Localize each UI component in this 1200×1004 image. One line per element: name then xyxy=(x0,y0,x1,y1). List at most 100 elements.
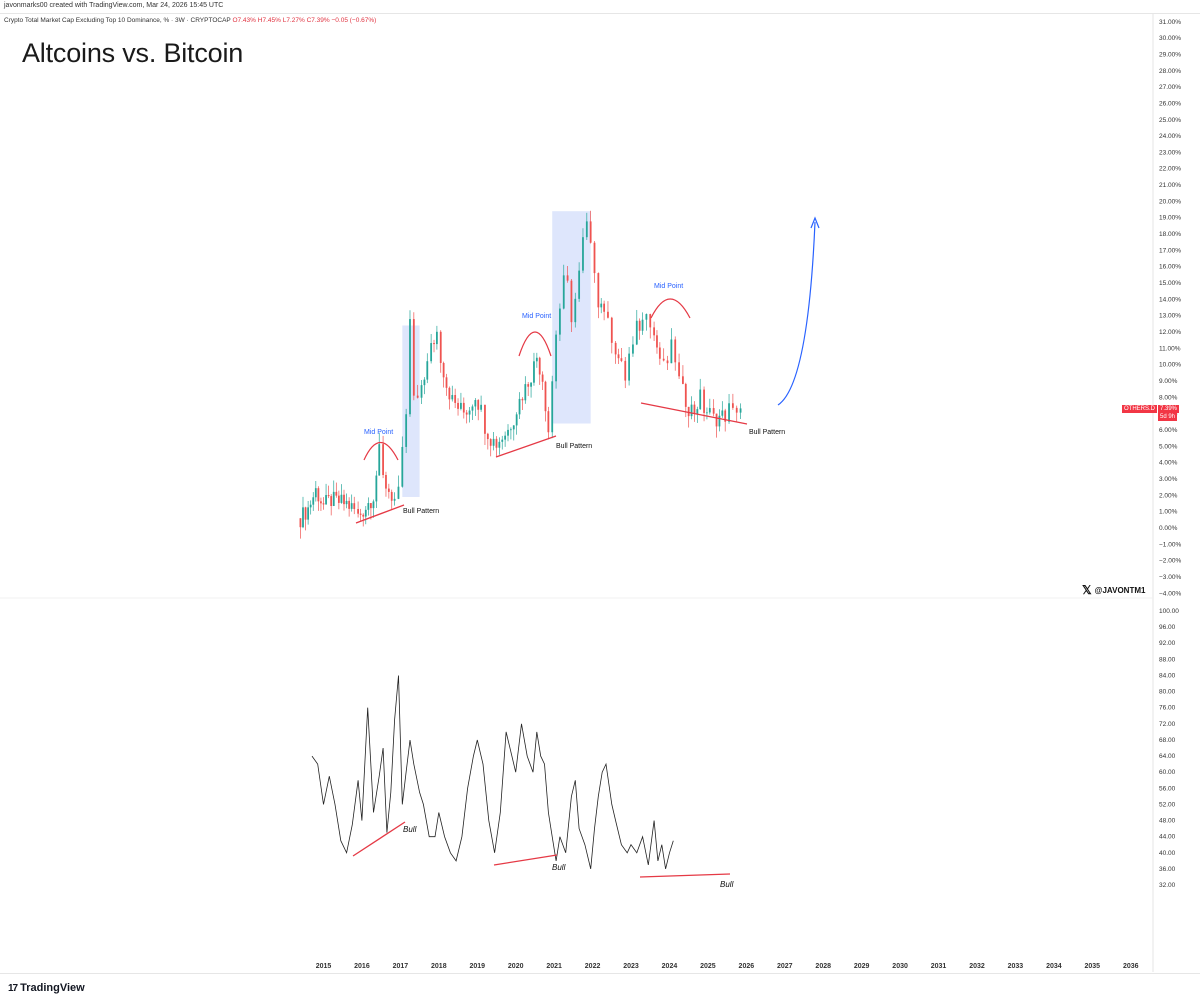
x-tick-label: 2029 xyxy=(854,963,870,970)
symbol-name[interactable]: Crypto Total Market Cap Excluding Top 10… xyxy=(4,17,231,24)
candle-body xyxy=(614,342,617,355)
candle-body xyxy=(332,491,335,507)
candle-body xyxy=(656,335,658,348)
candle-body xyxy=(566,275,569,281)
candle-body xyxy=(480,404,483,410)
candle-body xyxy=(498,441,501,448)
candle-body xyxy=(578,270,581,299)
bull-pattern-label: Bull Pattern xyxy=(556,443,592,450)
x-tick-label: 2023 xyxy=(623,963,639,970)
osc-y-tick-label: 80.00 xyxy=(1159,689,1176,696)
y-tick-label: 3.00% xyxy=(1159,476,1178,483)
x-tick-label: 2025 xyxy=(700,963,716,970)
osc-y-tick-label: 72.00 xyxy=(1159,721,1176,728)
candle-body xyxy=(335,491,338,496)
x-tick-label: 2024 xyxy=(662,963,678,970)
candle-body xyxy=(471,406,474,411)
y-tick-label: 4.00% xyxy=(1159,460,1178,467)
bull-label: Bull xyxy=(552,863,566,872)
y-tick-label: 18.00% xyxy=(1159,231,1181,238)
y-tick-label: 31.00% xyxy=(1159,19,1181,26)
candle-body xyxy=(420,385,423,398)
x-tick-label: 2031 xyxy=(931,963,947,970)
candle-body xyxy=(390,491,393,501)
candle-body xyxy=(468,410,471,415)
candle-body xyxy=(641,319,644,331)
candle-body xyxy=(535,357,538,362)
candle-body xyxy=(684,383,687,407)
y-tick-label: 28.00% xyxy=(1159,68,1181,75)
candle-body xyxy=(507,429,509,436)
candle-body xyxy=(607,311,609,318)
y-tick-label: 9.00% xyxy=(1159,378,1178,385)
candle-body xyxy=(739,408,742,413)
x-tick-label: 2019 xyxy=(469,963,485,970)
x-tick-label: 2021 xyxy=(546,963,562,970)
candle-body xyxy=(322,503,325,505)
osc-y-tick-label: 60.00 xyxy=(1159,769,1176,776)
x-tick-label: 2035 xyxy=(1085,963,1101,970)
bull-pattern-line xyxy=(640,402,748,425)
candle-body xyxy=(617,354,620,359)
y-tick-label: 25.00% xyxy=(1159,117,1181,124)
candle-body xyxy=(330,496,333,507)
x-tick-label: 2015 xyxy=(316,963,332,970)
candle-body xyxy=(302,507,304,528)
candle-body xyxy=(521,398,524,401)
bull-label: Bull xyxy=(403,825,417,834)
candle-body xyxy=(492,438,495,446)
ohlc-close: C7.39% xyxy=(306,17,330,24)
candle-body xyxy=(632,344,634,354)
candle-body xyxy=(551,381,554,433)
candle-body xyxy=(307,507,310,520)
x-tick-label: 2018 xyxy=(431,963,447,970)
candle-body xyxy=(348,500,351,509)
mid-point-arc xyxy=(518,331,552,357)
candle-body xyxy=(462,402,465,413)
osc-y-tick-label: 76.00 xyxy=(1159,705,1176,712)
chart-title: Altcoins vs. Bitcoin xyxy=(22,38,244,68)
ohlc-high: H7.45% xyxy=(257,17,281,24)
candle-body xyxy=(409,319,411,415)
candle-body xyxy=(547,411,550,433)
y-tick-label: 17.00% xyxy=(1159,247,1181,254)
candle-body xyxy=(666,360,669,364)
candle-body xyxy=(489,439,492,446)
osc-y-tick-label: 36.00 xyxy=(1159,866,1176,873)
bull-line xyxy=(352,821,406,857)
ohlc-low: L7.27% xyxy=(282,17,305,24)
x-tick-label: 2032 xyxy=(969,963,985,970)
candle-body xyxy=(327,495,330,497)
candle-body xyxy=(304,507,307,520)
candle-body xyxy=(687,406,690,417)
y-tick-label: 15.00% xyxy=(1159,280,1181,287)
candle-body xyxy=(416,395,419,398)
candle-body xyxy=(401,446,404,487)
mid-point-arc xyxy=(363,441,399,461)
candle-body xyxy=(518,398,521,415)
candle-body xyxy=(530,382,532,387)
y-tick-label: −3.00% xyxy=(1159,574,1181,581)
y-tick-label: 13.00% xyxy=(1159,313,1181,320)
candle-body xyxy=(674,339,677,363)
candle-body xyxy=(699,389,702,410)
candle-body xyxy=(597,273,600,308)
candle-body xyxy=(501,439,504,442)
y-tick-label: −1.00% xyxy=(1159,541,1181,548)
candle-body xyxy=(350,503,353,509)
candle-body xyxy=(628,353,630,381)
bull-pattern-line xyxy=(495,435,557,458)
candle-body xyxy=(706,412,708,414)
candle-body xyxy=(423,379,426,386)
candle-body xyxy=(712,408,715,414)
candle-body xyxy=(378,444,381,476)
x-tick-label: 2017 xyxy=(393,963,409,970)
y-tick-label: 16.00% xyxy=(1159,264,1181,271)
y-tick-label: 11.00% xyxy=(1159,345,1181,352)
candle-body xyxy=(589,221,592,243)
tradingview-brand[interactable]: 17 TradingView xyxy=(8,982,85,994)
candle-body xyxy=(645,314,648,320)
candle-body xyxy=(477,400,480,410)
projection-arrowhead xyxy=(810,216,820,229)
